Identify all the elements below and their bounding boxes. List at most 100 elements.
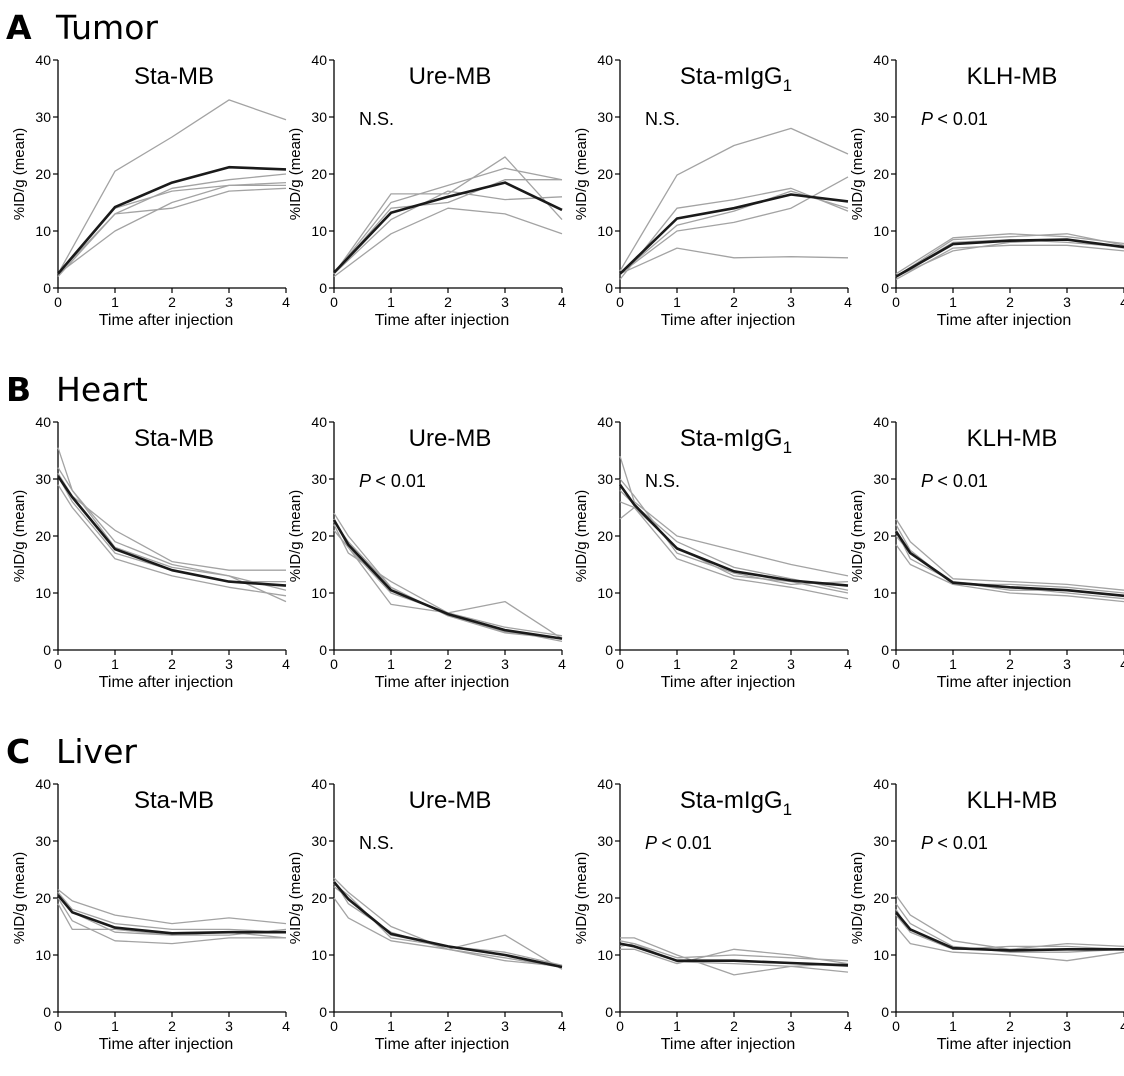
y-tick-label: 30 [311,833,327,849]
y-tick-label: 40 [873,52,889,68]
individual-series-line [619,942,849,968]
chart-panel-tumor-3: 0 10 20 30 40 0 1 2 3 4 %ID/g (mean) Time after inj… [573,52,852,329]
panel-title: Sta-mIgG1 [680,63,792,95]
individual-series-line [333,877,563,970]
x-tick-label: 1 [949,294,957,310]
x-tick-label: 3 [501,656,509,672]
y-tick-label: 40 [311,414,327,430]
y-axis-label: %ID/g (mean) [287,490,304,583]
x-tick-label: 3 [787,656,795,672]
y-tick-label: 10 [597,223,613,239]
x-axis-label: Time after injection [661,674,796,691]
x-tick-label: 2 [1006,294,1014,310]
significance-annotation: P < 0.01 [921,471,988,491]
individual-series-line [333,518,563,640]
y-tick-label: 0 [881,642,889,658]
y-tick-label: 20 [311,528,327,544]
y-tick-label: 40 [873,414,889,430]
y-tick-label: 0 [881,280,889,296]
individual-series-line [57,99,287,275]
x-tick-label: 1 [111,1018,119,1034]
x-tick-label: 2 [444,1018,452,1034]
individual-series-line [895,244,1124,280]
chart-panel-heart-1: 0 10 20 30 40 0 1 2 3 4 %ID/g (mean) Time after inj… [11,414,290,691]
x-tick-label: 4 [558,1018,566,1034]
y-tick-label: 20 [873,528,889,544]
individual-series-line [333,156,563,275]
x-tick-label: 3 [225,1018,233,1034]
y-tick-label: 20 [311,890,327,906]
x-axis-label: Time after injection [99,1036,234,1053]
individual-series-line [57,187,287,275]
individual-series-line [619,506,849,600]
mean-series-line [895,911,1124,952]
x-tick-label: 3 [1063,294,1071,310]
individual-series-line [895,926,1124,962]
y-tick-label: 10 [311,223,327,239]
individual-series-line [895,914,1124,950]
x-axis-label: Time after injection [375,674,510,691]
x-tick-label: 3 [225,294,233,310]
y-tick-label: 0 [605,642,613,658]
individual-series-line [619,176,849,275]
x-tick-label: 2 [1006,656,1014,672]
individual-series-line [333,897,563,968]
y-tick-label: 30 [35,109,51,125]
y-tick-label: 30 [35,471,51,487]
x-tick-label: 0 [892,1018,900,1034]
x-tick-label: 4 [282,656,290,672]
x-tick-label: 0 [330,1018,338,1034]
mean-series-line [333,181,563,274]
y-tick-label: 0 [43,642,51,658]
individual-series-line [895,894,1124,950]
x-tick-label: 0 [54,656,62,672]
chart-panel-tumor-2: 0 10 20 30 40 0 1 2 3 4 %ID/g (mean) Time after inj… [287,52,566,329]
x-tick-label: 2 [444,294,452,310]
y-tick-label: 40 [35,52,51,68]
chart-panel-liver-2: 0 10 20 30 40 0 1 2 3 4 %ID/g (mean) Time after inj… [287,776,566,1053]
x-tick-label: 4 [1120,1018,1124,1034]
individual-series-line [619,478,849,586]
significance-annotation: P < 0.01 [359,471,426,491]
y-tick-label: 40 [597,776,613,792]
y-tick-label: 20 [597,166,613,182]
individual-series-line [333,886,563,968]
panel-title: KLH-MB [967,63,1058,90]
y-tick-label: 30 [311,471,327,487]
y-tick-label: 20 [35,528,51,544]
y-axis-label: %ID/g (mean) [287,128,304,221]
panel-title: Sta-MB [134,425,214,452]
individual-series-line [57,484,287,597]
x-tick-label: 0 [616,294,624,310]
y-tick-label: 30 [35,833,51,849]
mean-series-line [619,942,849,967]
y-tick-label: 10 [597,585,613,601]
individual-series-line [895,518,1124,591]
x-tick-label: 3 [1063,656,1071,672]
x-tick-label: 1 [387,656,395,672]
y-tick-label: 10 [873,223,889,239]
y-tick-label: 10 [35,223,51,239]
x-tick-label: 1 [111,656,119,672]
y-tick-label: 10 [873,585,889,601]
individual-series-line [57,888,287,925]
x-tick-label: 0 [330,294,338,310]
panel-title: Sta-mIgG1 [680,425,792,457]
x-tick-label: 3 [501,1018,509,1034]
significance-annotation: N.S. [645,109,680,129]
x-tick-label: 2 [730,1018,738,1034]
y-tick-label: 10 [35,585,51,601]
mean-series-line [57,165,287,275]
x-tick-label: 4 [844,656,852,672]
chart-panel-heart-2: 0 10 20 30 40 0 1 2 3 4 %ID/g (mean) Time after inj… [287,414,566,691]
x-tick-label: 2 [730,656,738,672]
mean-series-line [332,519,563,640]
chart-panel-liver-1: 0 10 20 30 40 0 1 2 3 4 %ID/g (mean) Time after inj… [11,776,290,1053]
significance-annotation: N.S. [359,833,394,853]
x-tick-label: 1 [387,1018,395,1034]
x-tick-label: 0 [616,1018,624,1034]
y-tick-label: 30 [597,833,613,849]
x-tick-label: 0 [892,656,900,672]
x-tick-label: 1 [949,1018,957,1034]
x-tick-label: 2 [168,1018,176,1034]
